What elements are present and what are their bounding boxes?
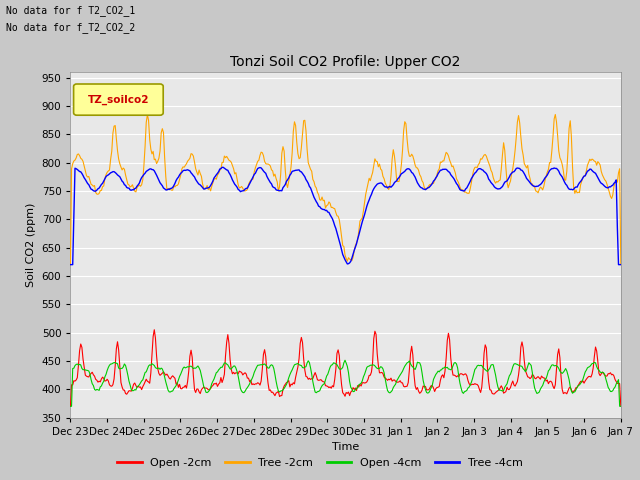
X-axis label: Time: Time (332, 442, 359, 452)
Text: TZ_soilco2: TZ_soilco2 (88, 95, 149, 105)
Text: No data for f_T2_CO2_2: No data for f_T2_CO2_2 (6, 22, 136, 33)
Text: No data for f T2_CO2_1: No data for f T2_CO2_1 (6, 5, 136, 16)
Y-axis label: Soil CO2 (ppm): Soil CO2 (ppm) (26, 203, 36, 287)
Title: Tonzi Soil CO2 Profile: Upper CO2: Tonzi Soil CO2 Profile: Upper CO2 (230, 56, 461, 70)
Legend: Open -2cm, Tree -2cm, Open -4cm, Tree -4cm: Open -2cm, Tree -2cm, Open -4cm, Tree -4… (113, 453, 527, 472)
